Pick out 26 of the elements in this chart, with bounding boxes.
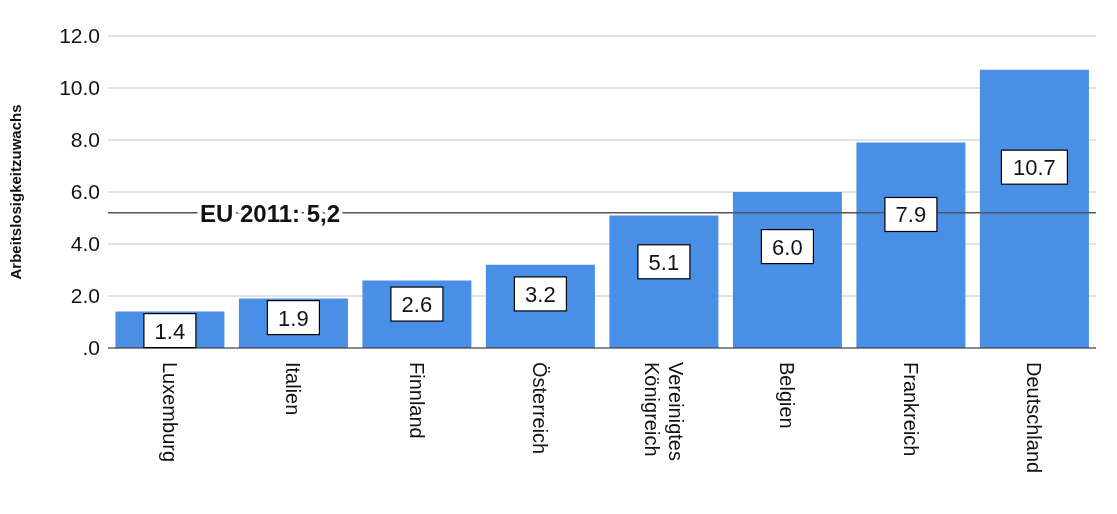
data-label: 6.0: [772, 234, 803, 260]
data-label: 3.2: [525, 281, 556, 307]
x-tick-label: Italien: [282, 362, 305, 416]
x-tick-label: Deutschland: [1023, 362, 1046, 474]
y-tick-label: 6.0: [70, 180, 100, 204]
data-label: 1.4: [154, 318, 186, 344]
y-tick-label: 4.0: [70, 232, 100, 256]
x-tick-label: Vereinigtes Königreich: [640, 362, 687, 461]
data-label: 7.9: [895, 202, 927, 228]
y-tick-label: 10.0: [59, 76, 100, 100]
data-label: 5.1: [648, 249, 680, 275]
x-tick-label: Finnland: [405, 362, 428, 439]
y-tick-label: 2.0: [70, 284, 100, 308]
y-tick-label: 8.0: [70, 128, 100, 152]
x-tick-label: Österreich: [529, 362, 552, 455]
y-tick-label: 12.0: [59, 24, 100, 48]
bar: [979, 69, 1089, 348]
x-tick-label: Luxemburg: [158, 362, 181, 463]
x-tick-label: Belgien: [776, 362, 799, 429]
data-label: 1.9: [278, 305, 309, 331]
data-label: 10.7: [1013, 155, 1056, 181]
bar: [856, 142, 966, 348]
y-axis-title: Arbeitslosigkeitzuwachs: [7, 104, 25, 280]
x-tick-label: Frankreich: [899, 362, 922, 457]
y-tick-label: .0: [82, 336, 100, 360]
data-label: 2.6: [401, 292, 433, 318]
